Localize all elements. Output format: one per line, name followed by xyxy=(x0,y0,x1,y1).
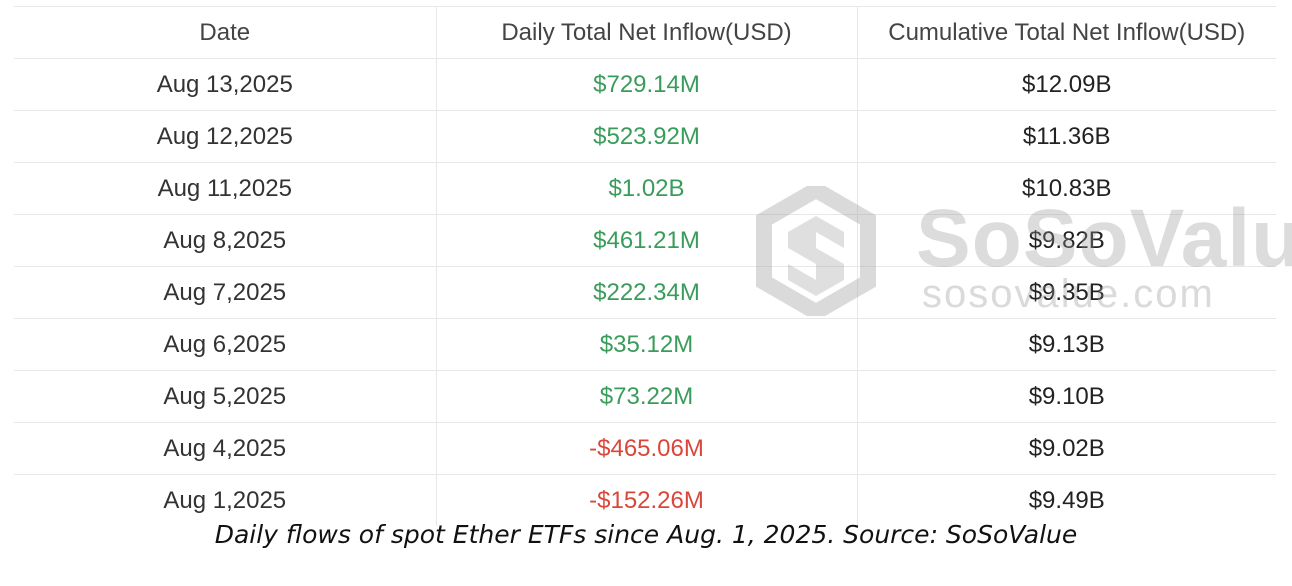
date-cell: Aug 13,2025 xyxy=(14,58,436,111)
cumulative-net-inflow-cell: $9.82B xyxy=(856,214,1276,267)
date-cell: Aug 12,2025 xyxy=(14,110,436,163)
date-cell: Aug 6,2025 xyxy=(14,318,436,371)
etf-flows-table: Date Daily Total Net Inflow(USD) Cumulat… xyxy=(14,6,1276,526)
table-row: Aug 11,2025 $1.02B $10.83B xyxy=(14,162,1276,215)
date-cell: Aug 7,2025 xyxy=(14,266,436,319)
column-header-cumulative-net-inflow: Cumulative Total Net Inflow(USD) xyxy=(856,6,1276,59)
table-row: Aug 1,2025 -$152.26M $9.49B xyxy=(14,474,1276,526)
table-row: Aug 13,2025 $729.14M $12.09B xyxy=(14,58,1276,111)
cumulative-net-inflow-cell: $9.35B xyxy=(856,266,1276,319)
cumulative-net-inflow-cell: $9.49B xyxy=(856,474,1276,526)
table-header-row: Date Daily Total Net Inflow(USD) Cumulat… xyxy=(14,6,1276,59)
cumulative-net-inflow-cell: $9.13B xyxy=(856,318,1276,371)
date-cell: Aug 4,2025 xyxy=(14,422,436,475)
daily-net-inflow-cell: -$465.06M xyxy=(435,422,857,475)
date-cell: Aug 1,2025 xyxy=(163,486,287,514)
cumulative-net-inflow-cell: $11.36B xyxy=(856,110,1276,163)
figure-caption: Daily flows of spot Ether ETFs since Aug… xyxy=(214,520,1078,549)
cumulative-net-inflow-cell: $9.02B xyxy=(856,422,1276,475)
daily-net-inflow-cell: $729.14M xyxy=(435,58,857,111)
column-header-daily-net-inflow: Daily Total Net Inflow(USD) xyxy=(435,6,857,59)
daily-net-inflow-cell: $523.92M xyxy=(435,110,857,163)
table-row: Aug 5,2025 $73.22M $9.10B xyxy=(14,370,1276,423)
daily-net-inflow-cell: -$152.26M xyxy=(435,474,857,526)
daily-net-inflow-cell: $1.02B xyxy=(435,162,857,215)
date-cell: Aug 11,2025 xyxy=(14,162,436,215)
date-cell: Aug 8,2025 xyxy=(14,214,436,267)
daily-net-inflow-cell: $222.34M xyxy=(435,266,857,319)
column-header-date: Date xyxy=(14,6,436,59)
table-row: Aug 8,2025 $461.21M $9.82B xyxy=(14,214,1276,267)
table-row: Aug 6,2025 $35.12M $9.13B xyxy=(14,318,1276,371)
date-cell: Aug 5,2025 xyxy=(14,370,436,423)
cumulative-net-inflow-cell: $10.83B xyxy=(856,162,1276,215)
cumulative-net-inflow-cell: $12.09B xyxy=(856,58,1276,111)
daily-net-inflow-cell: $73.22M xyxy=(435,370,857,423)
daily-net-inflow-cell: $35.12M xyxy=(435,318,857,371)
table-row: Aug 4,2025 -$465.06M $9.02B xyxy=(14,422,1276,475)
daily-net-inflow-cell: $461.21M xyxy=(435,214,857,267)
cumulative-net-inflow-cell: $9.10B xyxy=(856,370,1276,423)
table-body: Aug 13,2025 $729.14M $12.09B Aug 12,2025 $52… xyxy=(14,58,1276,526)
table-row: Aug 7,2025 $222.34M $9.35B xyxy=(14,266,1276,319)
etf-flows-table-container: Date Daily Total Net Inflow(USD) Cumulat… xyxy=(14,6,1276,526)
table-row: Aug 12,2025 $523.92M $11.36B xyxy=(14,110,1276,163)
